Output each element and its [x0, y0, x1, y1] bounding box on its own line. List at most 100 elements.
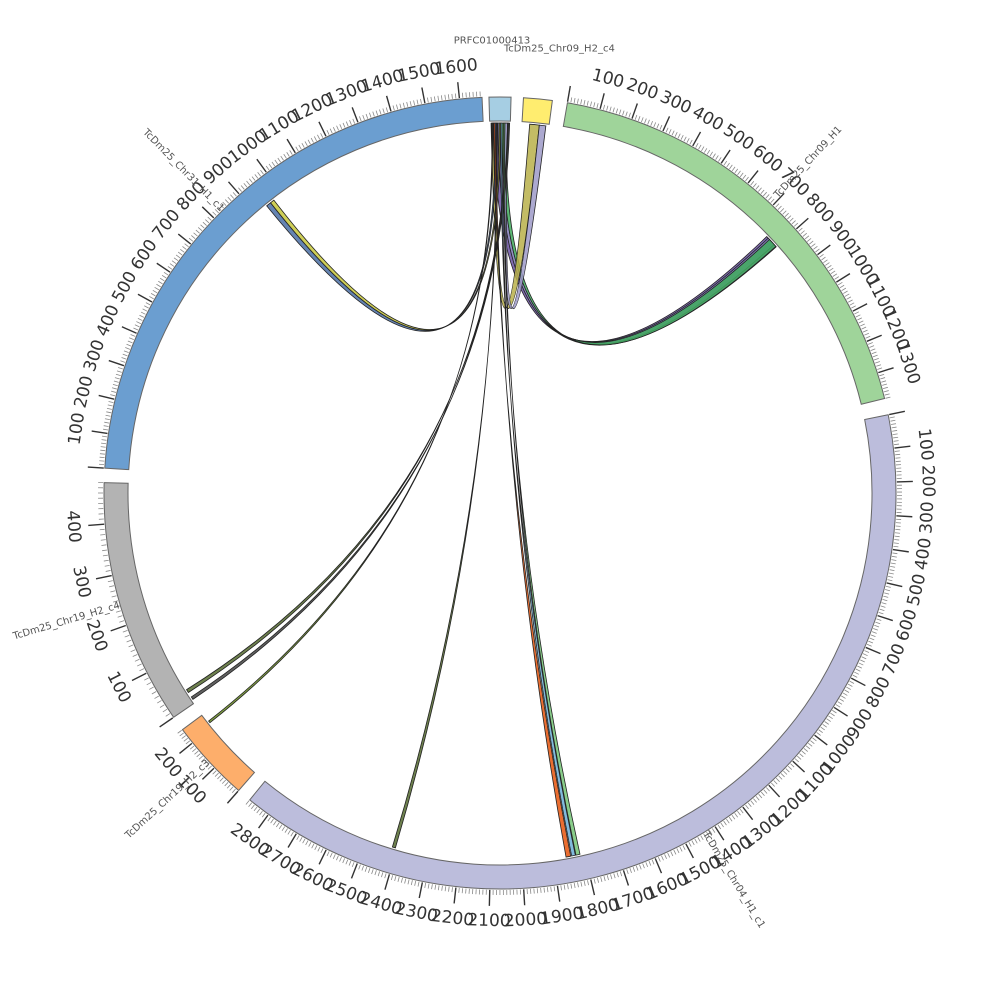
- minor-tick: [110, 590, 116, 593]
- minor-tick: [802, 232, 808, 237]
- minor-tick: [770, 782, 775, 787]
- minor-tick: [133, 327, 139, 331]
- minor-tick: [185, 740, 191, 745]
- minor-tick: [843, 290, 848, 294]
- minor-tick: [115, 373, 121, 377]
- major-tick: [852, 303, 868, 312]
- minor-tick: [844, 689, 850, 693]
- minor-tick: [882, 386, 888, 390]
- tick-label-tcdm25-chr31-h1-c1-300: 300: [80, 337, 109, 374]
- minor-tick: [878, 612, 884, 615]
- minor-tick: [628, 112, 631, 118]
- minor-tick: [540, 887, 542, 893]
- minor-tick: [870, 634, 876, 637]
- minor-tick: [126, 639, 132, 643]
- major-tick: [792, 760, 806, 773]
- minor-tick: [339, 124, 343, 130]
- minor-tick: [122, 353, 128, 357]
- minor-tick: [773, 780, 778, 785]
- minor-tick: [823, 259, 828, 264]
- minor-tick: [876, 364, 882, 367]
- minor-tick: [865, 335, 871, 339]
- minor-tick: [855, 668, 861, 672]
- minor-tick: [634, 114, 638, 120]
- minor-tick: [830, 270, 836, 275]
- minor-tick: [177, 729, 182, 734]
- minor-tick: [332, 854, 336, 859]
- minor-tick: [695, 143, 699, 148]
- major-tick: [599, 93, 605, 110]
- minor-tick: [882, 383, 888, 386]
- minor-tick: [706, 149, 711, 155]
- minor-tick: [156, 283, 161, 288]
- major-tick: [121, 326, 137, 334]
- minor-tick: [884, 589, 891, 592]
- minor-tick: [152, 289, 158, 294]
- minor-tick: [737, 810, 741, 816]
- minor-tick: [146, 682, 152, 686]
- minor-tick: [317, 134, 321, 140]
- minor-tick: [402, 102, 405, 108]
- major-tick: [850, 677, 866, 687]
- minor-tick: [416, 99, 419, 105]
- major-tick: [742, 806, 754, 821]
- minor-tick: [680, 135, 684, 140]
- minor-tick: [720, 822, 724, 828]
- minor-tick: [869, 637, 875, 641]
- minor-tick: [367, 867, 371, 873]
- minor-tick: [332, 127, 336, 132]
- major-tick: [590, 879, 596, 896]
- minor-tick: [723, 160, 728, 166]
- minor-tick: [248, 178, 253, 183]
- minor-tick: [810, 740, 815, 744]
- minor-tick: [785, 768, 790, 773]
- major-tick: [720, 149, 731, 164]
- minor-tick: [205, 763, 210, 768]
- minor-tick: [688, 842, 692, 847]
- minor-tick: [134, 324, 140, 328]
- minor-tick: [175, 254, 181, 259]
- minor-tick: [369, 112, 372, 118]
- segments-layer: [103, 96, 897, 890]
- minor-tick: [157, 700, 162, 704]
- major-tick: [318, 849, 327, 865]
- minor-tick: [352, 118, 356, 124]
- tick-label-tcdm25-chr19-h2-c4-200: 200: [82, 617, 112, 654]
- minor-tick: [111, 390, 117, 393]
- minor-tick: [869, 345, 875, 348]
- minor-tick: [110, 394, 116, 397]
- major-tick: [201, 206, 215, 219]
- major-tick: [418, 882, 424, 899]
- tick-label-tcdm25-chr04-h1-c1-400: 400: [911, 537, 935, 572]
- minor-tick: [651, 859, 655, 865]
- minor-tick: [342, 122, 346, 128]
- minor-tick: [820, 726, 825, 731]
- minor-tick: [847, 299, 853, 303]
- minor-tick: [177, 251, 183, 256]
- minor-tick: [691, 840, 695, 846]
- minor-tick: [113, 380, 119, 383]
- minor-tick: [862, 329, 868, 333]
- minor-tick: [884, 393, 890, 396]
- major-tick: [457, 82, 461, 99]
- minor-tick: [358, 864, 361, 870]
- minor-tick: [232, 192, 237, 197]
- minor-tick: [800, 230, 805, 235]
- minor-tick: [577, 98, 579, 104]
- minor-tick: [830, 712, 835, 717]
- minor-tick: [787, 215, 792, 220]
- tick-label-tcdm25-chr09-h1-100: 100: [590, 65, 626, 93]
- major-tick: [350, 863, 358, 879]
- minor-tick: [390, 875, 394, 881]
- minor-tick: [108, 401, 114, 403]
- major-tick: [889, 410, 905, 416]
- minor-tick: [268, 163, 273, 169]
- minor-tick: [844, 293, 850, 297]
- minor-tick: [345, 121, 349, 127]
- minor-tick: [837, 281, 843, 286]
- minor-tick: [760, 791, 765, 796]
- minor-tick: [619, 871, 623, 877]
- minor-tick: [543, 887, 545, 893]
- minor-tick: [448, 886, 450, 892]
- major-tick: [892, 548, 909, 553]
